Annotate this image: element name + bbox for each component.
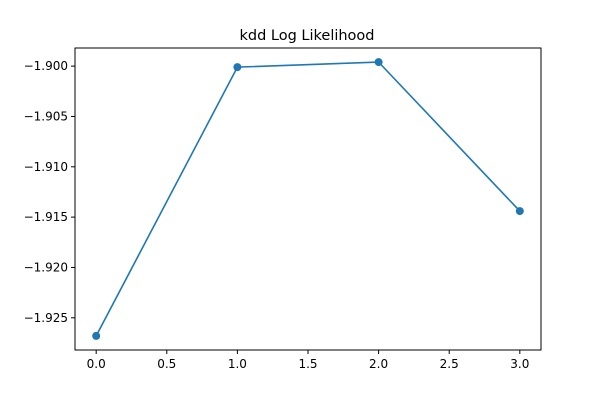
data-point — [233, 63, 242, 72]
x-tick-label: 2.5 — [440, 357, 459, 371]
data-point — [515, 207, 524, 216]
x-tick-label: 1.5 — [298, 357, 317, 371]
y-tick-label: −1.915 — [24, 210, 68, 224]
y-tick-label: −1.900 — [24, 59, 68, 73]
x-tick-label: 0.0 — [87, 357, 106, 371]
y-tick-label: −1.905 — [24, 109, 68, 123]
x-tick-label: 1.0 — [228, 357, 247, 371]
y-tick-label: −1.910 — [24, 160, 68, 174]
x-tick-label: 2.0 — [369, 357, 388, 371]
data-point — [92, 331, 101, 340]
x-tick-label: 3.0 — [510, 357, 529, 371]
x-tick-label: 0.5 — [157, 357, 176, 371]
x-axis: 0.0 0.5 1.0 1.5 2.0 2.5 3.0 — [87, 350, 529, 371]
y-axis: −1.925 −1.920 −1.915 −1.910 −1.905 −1.900 — [24, 59, 75, 325]
data-point — [374, 58, 383, 67]
series-line — [95, 61, 521, 337]
y-tick-label: −1.920 — [24, 260, 68, 274]
chart-title: kdd Log Likelihood — [239, 28, 374, 44]
plot-area — [92, 58, 524, 340]
axes-frame — [74, 47, 542, 351]
y-tick-label: −1.925 — [24, 311, 68, 325]
